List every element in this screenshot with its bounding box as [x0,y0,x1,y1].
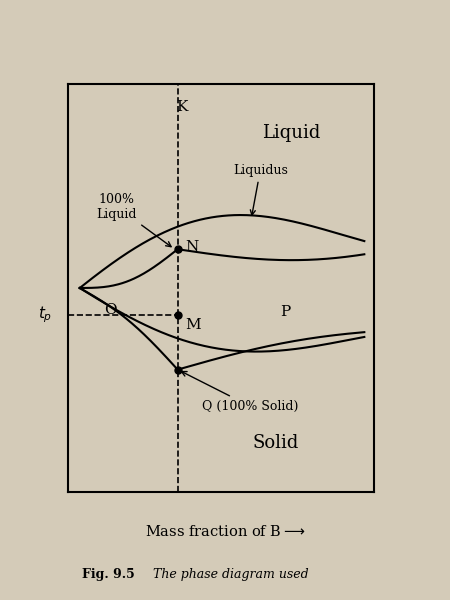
Text: Liquidus: Liquidus [233,164,288,215]
Text: K: K [176,100,188,115]
Text: Fig. 9.5: Fig. 9.5 [81,568,135,581]
Text: M: M [185,318,201,332]
Text: 100%
Liquid: 100% Liquid [96,193,171,247]
Text: Solid: Solid [252,434,299,452]
Text: $t_p$: $t_p$ [38,304,52,325]
Text: O: O [104,304,117,317]
Text: Liquid: Liquid [262,124,320,142]
Text: The phase diagram used: The phase diagram used [141,568,309,581]
Text: N: N [185,240,198,254]
Text: Mass fraction of B$\longrightarrow$: Mass fraction of B$\longrightarrow$ [144,523,306,539]
Text: P: P [280,305,290,319]
Text: Q (100% Solid): Q (100% Solid) [181,371,298,413]
